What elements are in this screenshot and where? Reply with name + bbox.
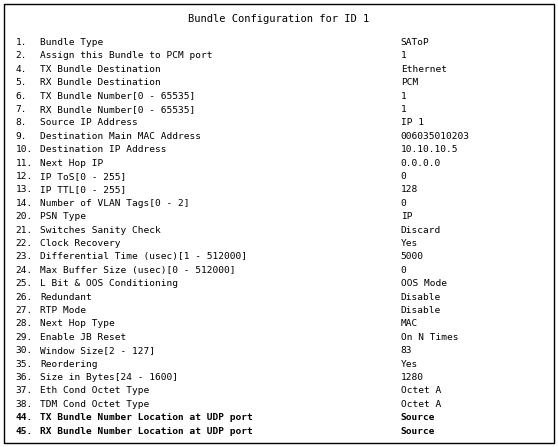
- Text: IP TTL[0 - 255]: IP TTL[0 - 255]: [40, 186, 127, 194]
- Text: TDM Cond Octet Type: TDM Cond Octet Type: [40, 400, 150, 409]
- Text: 0: 0: [401, 172, 406, 181]
- Text: 25.: 25.: [16, 279, 33, 288]
- Text: 1.: 1.: [16, 38, 27, 47]
- Text: Clock Recovery: Clock Recovery: [40, 239, 121, 248]
- Text: Source IP Address: Source IP Address: [40, 118, 138, 127]
- Text: 14.: 14.: [16, 199, 33, 208]
- Text: Switches Sanity Check: Switches Sanity Check: [40, 226, 161, 235]
- Text: 11.: 11.: [16, 159, 33, 168]
- Text: TX Bundle Number Location at UDP port: TX Bundle Number Location at UDP port: [40, 413, 253, 422]
- Text: IP 1: IP 1: [401, 118, 424, 127]
- Text: 5.: 5.: [16, 78, 27, 87]
- Text: Bundle Configuration for ID 1: Bundle Configuration for ID 1: [189, 14, 369, 24]
- Text: Discard: Discard: [401, 226, 441, 235]
- Text: 128: 128: [401, 186, 418, 194]
- Text: 21.: 21.: [16, 226, 33, 235]
- Text: PCM: PCM: [401, 78, 418, 87]
- Text: 22.: 22.: [16, 239, 33, 248]
- Text: 4.: 4.: [16, 65, 27, 74]
- Text: 30.: 30.: [16, 346, 33, 355]
- Text: Destination Main MAC Address: Destination Main MAC Address: [40, 132, 201, 141]
- Text: 0.0.0.0: 0.0.0.0: [401, 159, 441, 168]
- Text: 29.: 29.: [16, 333, 33, 342]
- Text: Number of VLAN Tags[0 - 2]: Number of VLAN Tags[0 - 2]: [40, 199, 190, 208]
- Text: 7.: 7.: [16, 105, 27, 114]
- Text: IP ToS[0 - 255]: IP ToS[0 - 255]: [40, 172, 127, 181]
- Text: 1: 1: [401, 51, 406, 60]
- Text: TX Bundle Number[0 - 65535]: TX Bundle Number[0 - 65535]: [40, 92, 195, 101]
- Text: 12.: 12.: [16, 172, 33, 181]
- Text: 6.: 6.: [16, 92, 27, 101]
- Text: Yes: Yes: [401, 239, 418, 248]
- Text: TX Bundle Destination: TX Bundle Destination: [40, 65, 161, 74]
- Text: Next Hop Type: Next Hop Type: [40, 320, 115, 329]
- Text: PSN Type: PSN Type: [40, 212, 86, 221]
- Text: 13.: 13.: [16, 186, 33, 194]
- Text: Reordering: Reordering: [40, 359, 98, 369]
- Text: 1: 1: [401, 92, 406, 101]
- Text: Source: Source: [401, 413, 435, 422]
- Text: 006035010203: 006035010203: [401, 132, 470, 141]
- Text: L Bit & OOS Conditioning: L Bit & OOS Conditioning: [40, 279, 178, 288]
- Text: Destination IP Address: Destination IP Address: [40, 145, 167, 154]
- Text: Window Size[2 - 127]: Window Size[2 - 127]: [40, 346, 155, 355]
- Text: 10.: 10.: [16, 145, 33, 154]
- Text: RX Bundle Number[0 - 65535]: RX Bundle Number[0 - 65535]: [40, 105, 195, 114]
- Text: Next Hop IP: Next Hop IP: [40, 159, 103, 168]
- Text: Yes: Yes: [401, 359, 418, 369]
- Text: 35.: 35.: [16, 359, 33, 369]
- Text: 2.: 2.: [16, 51, 27, 60]
- Text: 9.: 9.: [16, 132, 27, 141]
- Text: Size in Bytes[24 - 1600]: Size in Bytes[24 - 1600]: [40, 373, 178, 382]
- Text: 45.: 45.: [16, 426, 33, 435]
- Text: 27.: 27.: [16, 306, 33, 315]
- Text: On N Times: On N Times: [401, 333, 458, 342]
- Text: IP: IP: [401, 212, 412, 221]
- Text: MAC: MAC: [401, 320, 418, 329]
- Text: Disable: Disable: [401, 306, 441, 315]
- Text: RX Bundle Number Location at UDP port: RX Bundle Number Location at UDP port: [40, 426, 253, 435]
- Text: 0: 0: [401, 199, 406, 208]
- Text: Eth Cond Octet Type: Eth Cond Octet Type: [40, 386, 150, 396]
- Text: RX Bundle Destination: RX Bundle Destination: [40, 78, 161, 87]
- Text: Ethernet: Ethernet: [401, 65, 446, 74]
- Text: 1: 1: [401, 105, 406, 114]
- Text: Disable: Disable: [401, 293, 441, 302]
- Text: Octet A: Octet A: [401, 386, 441, 396]
- Text: 37.: 37.: [16, 386, 33, 396]
- Text: 5000: 5000: [401, 253, 424, 261]
- Text: 20.: 20.: [16, 212, 33, 221]
- Text: 23.: 23.: [16, 253, 33, 261]
- Text: Redundant: Redundant: [40, 293, 92, 302]
- Text: Bundle Type: Bundle Type: [40, 38, 103, 47]
- Text: 28.: 28.: [16, 320, 33, 329]
- Text: RTP Mode: RTP Mode: [40, 306, 86, 315]
- Text: Octet A: Octet A: [401, 400, 441, 409]
- Text: Source: Source: [401, 426, 435, 435]
- Text: 24.: 24.: [16, 266, 33, 275]
- Text: Max Buffer Size (usec)[0 - 512000]: Max Buffer Size (usec)[0 - 512000]: [40, 266, 235, 275]
- Text: 0: 0: [401, 266, 406, 275]
- Text: 38.: 38.: [16, 400, 33, 409]
- Text: Assign this Bundle to PCM port: Assign this Bundle to PCM port: [40, 51, 213, 60]
- Text: Differential Time (usec)[1 - 512000]: Differential Time (usec)[1 - 512000]: [40, 253, 247, 261]
- Text: OOS Mode: OOS Mode: [401, 279, 446, 288]
- Text: 8.: 8.: [16, 118, 27, 127]
- Text: 36.: 36.: [16, 373, 33, 382]
- Text: 83: 83: [401, 346, 412, 355]
- Text: 26.: 26.: [16, 293, 33, 302]
- Text: 1280: 1280: [401, 373, 424, 382]
- Text: Enable JB Reset: Enable JB Reset: [40, 333, 127, 342]
- Text: 44.: 44.: [16, 413, 33, 422]
- Text: SAToP: SAToP: [401, 38, 430, 47]
- Text: 10.10.10.5: 10.10.10.5: [401, 145, 458, 154]
